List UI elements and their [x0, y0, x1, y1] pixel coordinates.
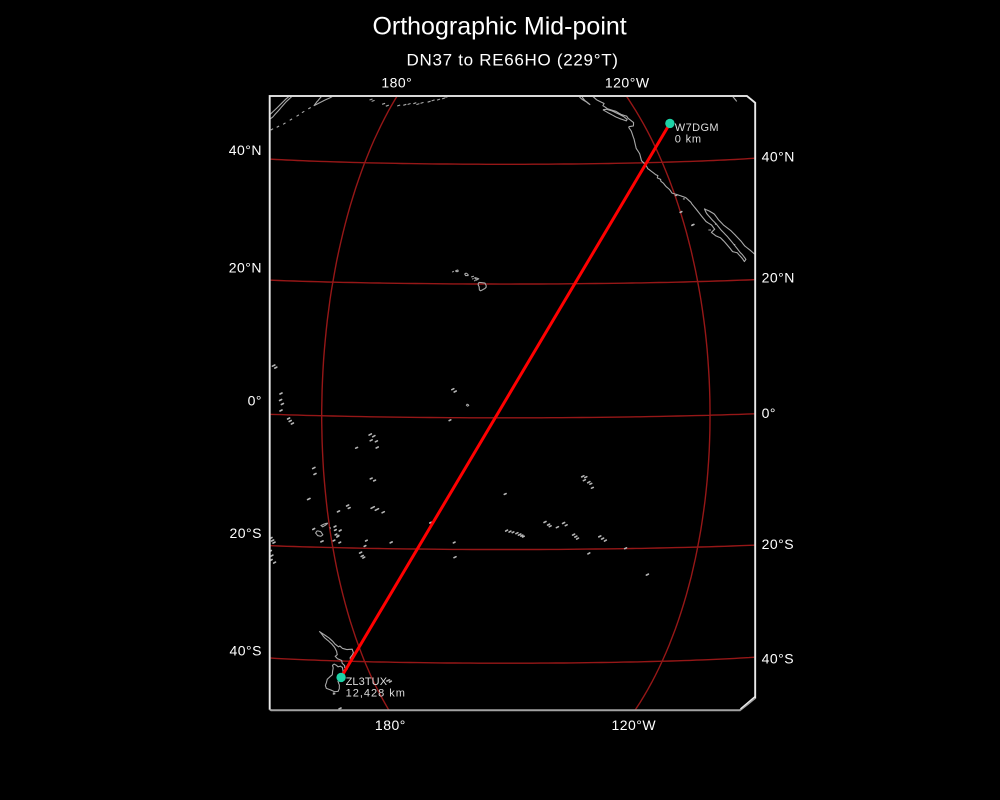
svg-text:DN37 to RE66HO (229°T): DN37 to RE66HO (229°T): [407, 50, 619, 69]
svg-text:0°: 0°: [248, 392, 262, 408]
svg-text:0 km: 0 km: [675, 134, 702, 146]
svg-text:20°S: 20°S: [229, 525, 262, 541]
svg-text:40°S: 40°S: [229, 642, 262, 658]
svg-text:20°N: 20°N: [762, 269, 795, 285]
svg-text:ZL3TUX: ZL3TUX: [346, 676, 388, 688]
svg-text:180°: 180°: [375, 717, 406, 733]
svg-text:120°W: 120°W: [611, 717, 656, 733]
svg-text:120°W: 120°W: [605, 75, 650, 91]
svg-text:40°N: 40°N: [229, 142, 262, 158]
svg-text:12,428 km: 12,428 km: [346, 688, 406, 700]
svg-text:40°N: 40°N: [762, 149, 795, 165]
svg-text:0°: 0°: [762, 405, 776, 421]
svg-text:Orthographic Mid-point: Orthographic Mid-point: [372, 13, 626, 41]
svg-text:40°S: 40°S: [762, 650, 795, 666]
svg-text:180°: 180°: [381, 75, 412, 91]
svg-text:W7DGM: W7DGM: [675, 122, 719, 134]
svg-text:20°S: 20°S: [762, 536, 795, 552]
svg-text:20°N: 20°N: [229, 259, 262, 275]
